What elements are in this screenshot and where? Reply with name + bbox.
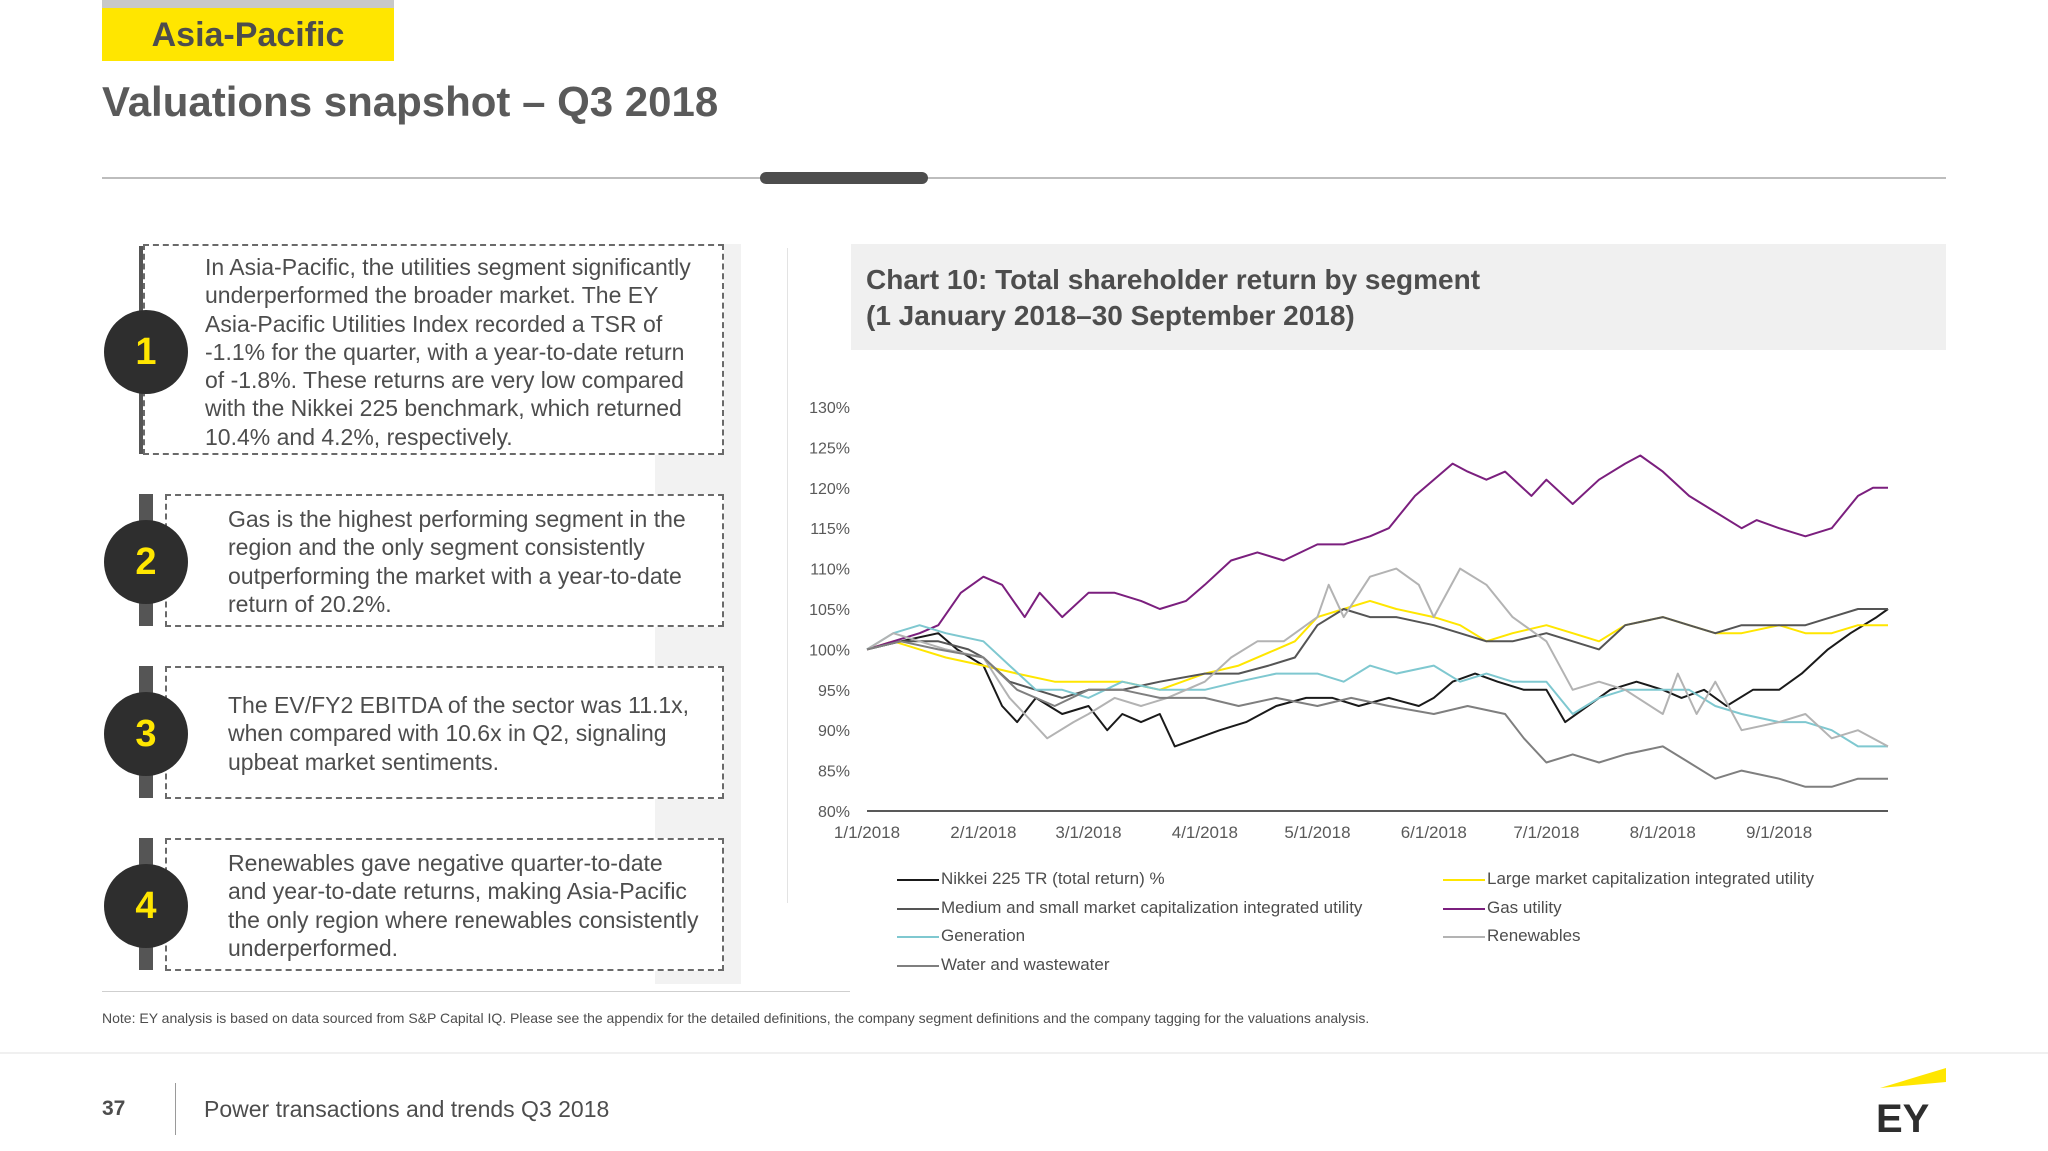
x-tick-label: 4/1/2018 [1172, 823, 1238, 842]
chart-title-line-2: (1 January 2018–30 September 2018) [866, 300, 1355, 331]
footer-rule [0, 1052, 2048, 1054]
x-tick-label: 9/1/2018 [1746, 823, 1812, 842]
chart-title-line-1: Chart 10: Total shareholder return by se… [866, 264, 1481, 295]
key-point-line: 10.4% and 4.2%, respectively. [205, 423, 513, 450]
x-tick-label: 5/1/2018 [1284, 823, 1350, 842]
y-tick-label: 95% [818, 683, 850, 700]
key-point-text-1: In Asia-Pacific, the utilities segment s… [205, 253, 691, 451]
legend-label: Renewables [1487, 926, 1581, 945]
region-label: Asia-Pacific [151, 16, 345, 54]
key-point-line: Asia-Pacific Utilities Index recorded a … [205, 310, 663, 337]
y-tick-label: 85% [818, 764, 850, 781]
x-tick-label: 2/1/2018 [950, 823, 1016, 842]
legend-swatch [1443, 936, 1485, 938]
legend-label: Large market capitalization integrated u… [1487, 869, 1814, 888]
legend-label: Water and wastewater [941, 955, 1110, 974]
title-rule [102, 177, 1946, 179]
legend-swatch [897, 965, 939, 967]
left-bottom-rule [102, 991, 850, 992]
series-line-5 [866, 567, 1889, 748]
series-line-6 [866, 640, 1888, 788]
legend-label: Medium and small market capitalization i… [941, 898, 1363, 917]
key-point-line: -1.1% for the quarter, with a year-to-da… [205, 338, 685, 365]
ey-logo-text: EY [1876, 1097, 1930, 1135]
y-tick-label: 120% [809, 481, 850, 498]
column-divider [787, 248, 788, 903]
key-point-line: outperforming the market with a year-to-… [228, 562, 682, 589]
page-title: Valuations snapshot – Q3 2018 [102, 78, 719, 125]
legend-label: Gas utility [1487, 898, 1562, 917]
key-point-box-1 [143, 244, 724, 455]
key-point-box-2 [165, 494, 724, 627]
x-tick-label: 3/1/2018 [1055, 823, 1121, 842]
key-point-line: underperformed. [228, 934, 399, 961]
key-point-line: The EV/FY2 EBITDA of the sector was 11.1… [228, 692, 690, 718]
x-tick-label: 1/1/2018 [834, 823, 900, 842]
y-tick-label: 125% [809, 440, 850, 457]
key-point-number-3: 3 [104, 692, 188, 776]
title-rule-thumb [760, 172, 928, 184]
key-point-line: upbeat market sentiments. [228, 748, 500, 775]
series-lines [866, 454, 1889, 788]
y-tick-label: 130% [809, 400, 850, 417]
key-point-line: the only region where renewables consist… [228, 906, 699, 933]
series-line-4 [866, 624, 1888, 748]
page-number: 37 [102, 1097, 126, 1120]
legend-swatch [897, 908, 939, 910]
key-point-line: underperformed the broader market. The E… [205, 282, 659, 309]
source-note: Note: EY analysis is based on data sourc… [102, 1010, 1370, 1026]
legend-label: Nikkei 225 TR (total return) % [941, 869, 1165, 888]
key-point-line: when compared with 10.6x in Q2, signalin… [228, 720, 667, 747]
key-point-text-2: Gas is the highest performing segment in… [228, 505, 686, 618]
y-tick-label: 90% [818, 723, 850, 740]
key-point-number-1: 1 [104, 310, 188, 394]
key-point-line: Gas is the highest performing segment in… [228, 506, 686, 532]
x-tick-label: 6/1/2018 [1401, 823, 1467, 842]
x-tick-label: 7/1/2018 [1513, 823, 1579, 842]
key-point-number-4: 4 [104, 864, 188, 948]
x-axis-tick-labels: 1/1/2018 2/1/2018 3/1/2018 4/1/2018 5/1/2018… [834, 823, 1812, 842]
chart-title: Chart 10: Total shareholder return by se… [866, 262, 1926, 334]
series-line-3 [866, 454, 1888, 651]
key-point-text-3: The EV/FY2 EBITDA of the sector was 11.1… [228, 691, 689, 776]
footer-divider [175, 1083, 176, 1135]
chart-title-box [851, 244, 1946, 350]
ey-logo: EY [1876, 1068, 1946, 1135]
y-tick-label: 110% [810, 562, 850, 579]
series-line-1 [866, 599, 1888, 691]
y-tick-label: 105% [809, 602, 850, 619]
ey-logo-beam [1880, 1068, 1946, 1088]
series-line-0 [866, 608, 1889, 748]
key-point-line: of -1.8%. These returns are very low com… [205, 367, 684, 394]
key-point-line: and year-to-date returns, making Asia-Pa… [228, 878, 687, 905]
key-point-text-4: Renewables gave negative quarter-to-date… [228, 849, 699, 962]
key-point-line: return of 20.2%. [228, 590, 392, 617]
y-tick-label: 100% [809, 642, 850, 659]
key-point-line: region and the only segment consistently [228, 534, 645, 561]
key-point-box-4 [165, 838, 724, 971]
y-axis-tick-labels: 130% 125% 120% 115% 110% 105% 100% 95% 90% 85% 80% [809, 400, 850, 821]
y-tick-label: 80% [818, 804, 850, 821]
legend-swatch [897, 879, 939, 881]
footer-publication-title: Power transactions and trends Q3 2018 [204, 1096, 610, 1122]
key-point-line: Renewables gave negative quarter-to-date [228, 850, 663, 876]
x-tick-label: 8/1/2018 [1630, 823, 1696, 842]
key-point-line: with the Nikkei 225 benchmark, which ret… [205, 395, 682, 422]
legend-swatch [897, 936, 939, 938]
legend-swatch [1443, 908, 1485, 910]
key-point-number-2: 2 [104, 520, 188, 604]
legend-swatch [1443, 879, 1485, 881]
legend-label: Generation [941, 926, 1026, 945]
key-point-line: In Asia-Pacific, the utilities segment s… [205, 254, 691, 280]
y-tick-label: 115% [810, 521, 850, 538]
series-line-2 [866, 608, 1888, 699]
region-tab: Asia-Pacific [102, 0, 394, 61]
